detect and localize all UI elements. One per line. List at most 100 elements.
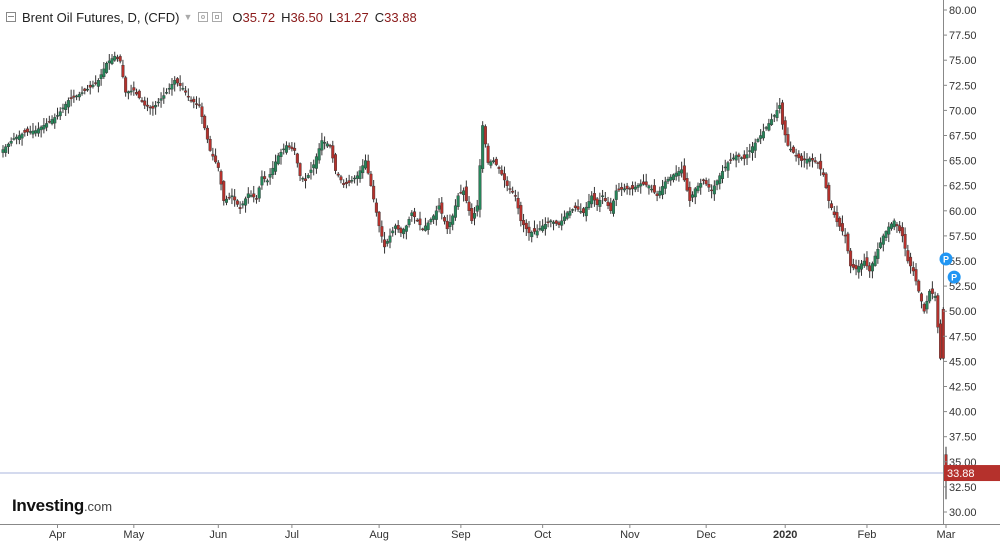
candle-body[interactable] <box>622 188 626 191</box>
candle-body[interactable] <box>508 188 512 190</box>
candle-body[interactable] <box>186 95 190 98</box>
candle-body[interactable] <box>658 190 662 196</box>
candle-body[interactable] <box>797 153 801 159</box>
candle-body[interactable] <box>113 55 117 61</box>
candle-body[interactable] <box>200 106 204 117</box>
candle-body[interactable] <box>685 178 689 191</box>
candle-body[interactable] <box>892 220 896 228</box>
candle-body[interactable] <box>898 225 902 232</box>
candle-body[interactable] <box>838 217 842 227</box>
candle-body[interactable] <box>502 173 506 181</box>
minus-square-icon[interactable] <box>6 12 16 22</box>
candle-body[interactable] <box>748 150 752 152</box>
candle-body[interactable] <box>432 215 436 220</box>
candle-body[interactable] <box>830 203 834 208</box>
candle-body[interactable] <box>671 174 675 181</box>
candle-body[interactable] <box>328 145 332 147</box>
candle-body[interactable] <box>579 210 583 213</box>
candle-body[interactable] <box>704 180 708 185</box>
candle-body[interactable] <box>808 158 812 162</box>
candle-body[interactable] <box>707 184 711 188</box>
candle-body[interactable] <box>857 266 861 273</box>
candle-body[interactable] <box>865 257 869 267</box>
candle-body[interactable] <box>222 181 226 201</box>
candle-body[interactable] <box>355 175 359 179</box>
candle-body[interactable] <box>361 165 365 174</box>
candle-body[interactable] <box>636 185 640 188</box>
candle-body[interactable] <box>824 173 828 188</box>
candle-body[interactable] <box>876 249 880 259</box>
candle-body[interactable] <box>94 82 98 84</box>
candle-body[interactable] <box>121 65 125 77</box>
candle-body[interactable] <box>464 186 468 201</box>
candle-body[interactable] <box>802 158 806 161</box>
candle-body[interactable] <box>167 88 171 90</box>
candle-body[interactable] <box>513 195 517 197</box>
candle-body[interactable] <box>334 154 338 171</box>
candle-body[interactable] <box>214 155 218 163</box>
candle-body[interactable] <box>238 207 242 209</box>
candle-body[interactable] <box>590 195 594 205</box>
candle-body[interactable] <box>647 185 651 189</box>
candle-body[interactable] <box>233 196 237 201</box>
candle-body[interactable] <box>745 154 749 159</box>
candle-body[interactable] <box>726 162 730 171</box>
candle-body[interactable] <box>767 123 771 131</box>
candle-body[interactable] <box>306 175 310 178</box>
candle-body[interactable] <box>666 179 670 182</box>
candle-body[interactable] <box>85 88 89 91</box>
candle-body[interactable] <box>693 188 697 198</box>
candle-body[interactable] <box>380 226 384 237</box>
candle-body[interactable] <box>532 228 536 232</box>
candle-body[interactable] <box>415 219 419 222</box>
candle-body[interactable] <box>682 165 686 181</box>
candle-body[interactable] <box>96 80 100 87</box>
candle-body[interactable] <box>383 239 387 248</box>
candle-body[interactable] <box>573 205 577 208</box>
candle-body[interactable] <box>184 90 188 93</box>
candle-body[interactable] <box>137 90 141 99</box>
candle-body[interactable] <box>614 190 618 200</box>
candle-body[interactable] <box>873 255 877 266</box>
candle-body[interactable] <box>761 131 765 139</box>
candle-body[interactable] <box>497 167 501 169</box>
candle-body[interactable] <box>195 103 199 105</box>
candle-body[interactable] <box>358 170 362 180</box>
candle-body[interactable] <box>249 195 253 197</box>
candle-body[interactable] <box>800 155 804 161</box>
candle-body[interactable] <box>254 198 258 200</box>
candle-body[interactable] <box>72 95 76 98</box>
price-axis[interactable]: 30.0032.5035.0037.5040.0042.5045.0047.50… <box>943 5 977 519</box>
candle-body[interactable] <box>914 269 918 282</box>
candle-body[interactable] <box>500 169 504 175</box>
candle-body[interactable] <box>115 57 119 59</box>
candle-body[interactable] <box>124 77 128 93</box>
candle-body[interactable] <box>631 185 635 189</box>
candle-body[interactable] <box>868 265 872 272</box>
candle-body[interactable] <box>107 60 111 64</box>
candle-body[interactable] <box>565 212 569 219</box>
candle-body[interactable] <box>699 183 703 188</box>
candle-body[interactable] <box>644 181 648 186</box>
candle-body[interactable] <box>309 169 313 173</box>
candle-body[interactable] <box>633 186 637 190</box>
candle-body[interactable] <box>770 119 774 125</box>
candle-body[interactable] <box>628 188 632 190</box>
candle-body[interactable] <box>66 100 70 108</box>
candle-body[interactable] <box>434 210 438 220</box>
candle-body[interactable] <box>919 293 923 302</box>
candle-body[interactable] <box>930 288 934 294</box>
candle-body[interactable] <box>274 161 278 172</box>
candle-body[interactable] <box>34 130 38 134</box>
candle-body[interactable] <box>331 145 335 159</box>
candle-body[interactable] <box>192 98 196 103</box>
candle-body[interactable] <box>538 228 542 230</box>
candle-body[interactable] <box>729 159 733 161</box>
candle-body[interactable] <box>31 130 35 135</box>
candle-body[interactable] <box>832 211 836 216</box>
candle-body[interactable] <box>23 130 27 133</box>
candle-body[interactable] <box>216 162 220 168</box>
candle-body[interactable] <box>126 91 130 94</box>
candle-body[interactable] <box>759 135 763 139</box>
candle-body[interactable] <box>413 211 417 218</box>
